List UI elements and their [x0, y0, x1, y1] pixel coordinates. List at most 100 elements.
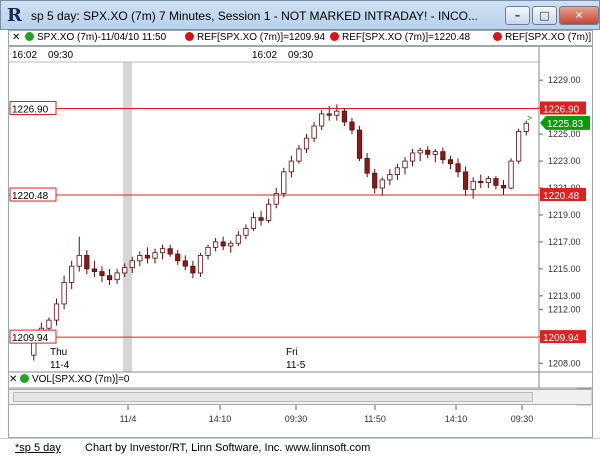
- minimize-button[interactable]: –: [505, 6, 530, 25]
- candle-body: [455, 163, 461, 173]
- candle-body: [470, 180, 476, 190]
- candle-body: [311, 125, 317, 139]
- candle-body: [129, 260, 135, 268]
- candle-body: [341, 110, 347, 123]
- price-tick-label: 1215.00: [548, 264, 581, 274]
- scrollbar-thumb[interactable]: [13, 392, 533, 402]
- candle-body: [91, 268, 97, 272]
- symbol-indicator-icon[interactable]: [25, 32, 34, 41]
- horizontal-scrollbar[interactable]: [9, 389, 591, 405]
- ref-label-right: 1226.90: [543, 104, 580, 115]
- candle-body: [319, 113, 325, 127]
- ref-indicator-icon[interactable]: [493, 32, 502, 41]
- reference-lines: 1226.90 1226.90 1220.48 1220.48 1209.94 1209.…: [9, 100, 590, 344]
- ref-label-box-left: [9, 100, 57, 115]
- investor-rt-app-icon[interactable]: R: [7, 5, 22, 26]
- candle-body: [76, 255, 82, 267]
- candle-body: [485, 178, 491, 184]
- time-axis: 11/4 14:10 09:30 11:50 14:10 09:30: [120, 405, 534, 424]
- chart-tab[interactable]: *sp 5 day: [15, 442, 61, 454]
- price-tick-label: 1212.00: [548, 304, 581, 314]
- candle-body: [258, 217, 264, 221]
- close-window-button[interactable]: ✕: [559, 6, 599, 25]
- candle-body: [500, 184, 507, 189]
- legend-ref-1[interactable]: REF[SPX.XO (7m)]=1209.94: [197, 32, 326, 43]
- candle-body: [296, 148, 302, 162]
- candle-body: [288, 160, 294, 173]
- candle-body: [349, 121, 355, 131]
- candle-body: [235, 234, 241, 244]
- candle-series: [31, 104, 529, 361]
- price-tick-label: 1219.00: [548, 210, 581, 220]
- header-time: 16:02: [12, 50, 37, 61]
- maximize-button[interactable]: □: [532, 6, 557, 25]
- candle-body: [266, 203, 272, 221]
- ref-label-right: 1220.48: [543, 191, 580, 202]
- ref-label-box-left: [9, 187, 57, 202]
- current-price-tag: [540, 115, 590, 130]
- candle-body: [106, 275, 113, 281]
- volume-indicator-icon[interactable]: [20, 374, 30, 383]
- ref-label-box-left: [9, 329, 57, 344]
- time-tick-label: 09:30: [511, 414, 534, 424]
- candle-body: [387, 174, 393, 181]
- price-tick-label: 1223.00: [548, 156, 581, 166]
- candle-body: [182, 260, 188, 267]
- price-tick-label: 1213.00: [548, 291, 581, 301]
- ref-label-box-right: [540, 330, 586, 344]
- ref-label-left: 1220.48: [12, 191, 49, 202]
- candle-body: [394, 167, 401, 175]
- ref-label-left: 1209.94: [12, 333, 49, 344]
- candle-body: [326, 113, 332, 116]
- day-label: Thu: [50, 347, 67, 358]
- candle-body: [402, 160, 408, 169]
- price-tick-label: 1217.00: [548, 237, 581, 247]
- legend-close-icon[interactable]: ✕: [12, 32, 21, 43]
- legend-ref-2[interactable]: REF[SPX.XO (7m)]=1220.48: [342, 32, 471, 43]
- window-titlebar: R sp 5 day: SPX.XO (7m) 7 Minutes, Sessi…: [0, 0, 600, 30]
- candle-body: [463, 171, 469, 190]
- candle-body: [99, 271, 105, 277]
- candle-body: [114, 272, 120, 281]
- status-footer: *sp 5 day Chart by Investor/RT, Linn Sof…: [0, 438, 600, 464]
- volume-value[interactable]: VOL[SPX.XO (7m)]=0: [31, 374, 130, 385]
- volume-close-icon[interactable]: ✕: [9, 374, 18, 385]
- candle-body: [303, 137, 310, 150]
- chart-frame: [8, 46, 593, 438]
- time-tick-label: 11/4: [120, 414, 137, 424]
- candle-body: [53, 303, 60, 321]
- candle-body: [478, 180, 484, 184]
- ref-label-box-right: [540, 101, 586, 115]
- candle-body: [273, 193, 279, 205]
- candle-body: [61, 281, 67, 305]
- chart-legend: ✕ SPX.XO (7m)-11/04/10 11:50 REF[SPX.XO …: [8, 30, 593, 46]
- ref-label-left: 1226.90: [12, 104, 49, 115]
- candle-body: [516, 131, 522, 162]
- candle-body: [84, 255, 90, 270]
- candle-body: [440, 151, 446, 161]
- ref-label-right: 1209.94: [543, 333, 580, 344]
- candle-body: [69, 265, 75, 283]
- candle-body: [167, 248, 173, 255]
- price-tick-label: 1225.00: [548, 129, 581, 139]
- candle-body: [281, 171, 287, 194]
- candle-body: [523, 122, 529, 132]
- legend-symbol[interactable]: SPX.XO (7m)-11/04/10 11:50: [37, 32, 167, 43]
- candle-body: [334, 110, 340, 116]
- candle-body: [46, 319, 52, 329]
- price-tick-label: 1229.00: [548, 75, 581, 85]
- plot-area: [9, 47, 539, 372]
- candle-body: [432, 151, 438, 155]
- time-tick-label: 14:10: [209, 414, 232, 424]
- legend-ref-3[interactable]: REF[SPX.XO (7m)]: [505, 32, 592, 43]
- candle-body: [243, 228, 249, 236]
- candle-body: [220, 241, 226, 247]
- ref-indicator-icon[interactable]: [330, 32, 339, 41]
- volume-legend: ✕ VOL[SPX.XO (7m)]=0: [9, 374, 130, 388]
- time-tick-label: 09:30: [285, 414, 308, 424]
- ref-indicator-icon[interactable]: [185, 32, 194, 41]
- header-time: 09:30: [288, 50, 313, 61]
- candle-body: [379, 179, 385, 189]
- header-time: 09:30: [48, 50, 73, 61]
